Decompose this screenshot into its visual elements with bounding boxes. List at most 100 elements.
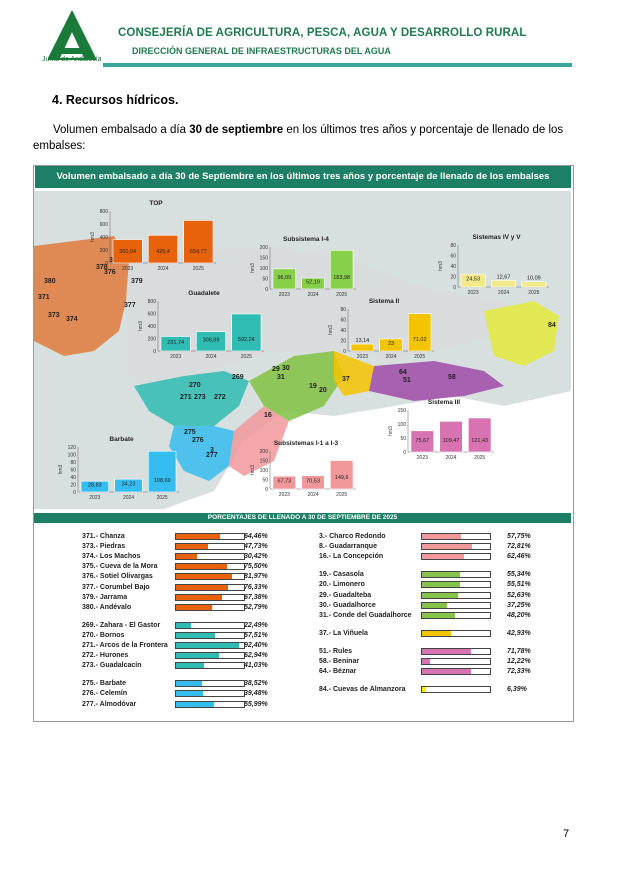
chart-title: TOP [149,200,163,207]
x-tick-label: 2025 [336,292,347,298]
percentages-header: PORCENTAJES DE LLENADO A 30 DE SEPTIEMBR… [34,513,571,523]
bar-value-label: 24,53 [466,277,480,283]
reservoir-name: 19.- Casasola [319,571,364,579]
chart-bar [491,280,516,288]
fill-bar [175,631,245,639]
y-tick-label: 0 [403,450,406,456]
y-tick-label: 40 [70,475,76,481]
map-reservoir-label: 19 [309,383,317,390]
map-reservoir-label: 3 [210,447,214,454]
bar-value-label: 183,98 [333,275,350,281]
reservoir-fill-row: 51.- Rules 71,78% [34,647,571,657]
basin-barbate [169,426,234,481]
map-reservoir-label: 29 [272,366,280,373]
bar-value-label: 425,4 [156,249,170,255]
map-reservoir-label: 272 [214,394,226,401]
chart-ylabel: hm3 [328,325,334,335]
x-tick-label: 2024 [445,455,456,461]
fill-bar-level [176,701,215,707]
bar-value-label: 308,89 [203,337,220,343]
chart-bar [330,250,354,290]
map-reservoir-label: 84 [548,322,556,329]
chart-bar [160,336,191,352]
x-tick-label: 2023 [89,495,100,501]
map-reservoir-label: 371 [38,294,50,301]
y-tick-label: 0 [265,287,268,293]
y-tick-label: 150 [260,256,269,262]
y-tick-label: 60 [70,468,76,474]
bar-value-label: 34,23 [122,482,136,488]
reservoir-name: 270.- Bornos [82,631,125,639]
bar-value-label: 67,73 [277,479,291,485]
intro-paragraph: Volumen embalsado a día 30 de septiembre… [33,122,578,154]
fill-percentage: 64,46% [244,533,268,540]
fill-bar [175,690,245,698]
fill-bar [421,553,491,561]
chart-bar [379,338,403,352]
fill-bar-level [176,574,232,580]
fill-percentage: 62,94% [244,652,268,660]
y-tick-label: 20 [70,483,76,489]
reservoir-name: 371.- Chanza [82,533,125,540]
basin-sistema-ii [334,351,374,396]
reservoir-name: 373.- Piedras [82,543,126,551]
fill-percentage: 6,39% [507,686,527,694]
map-reservoir-label: 374 [66,316,78,323]
y-tick-label: 600 [148,312,157,318]
basin-guadalhorce [249,351,344,421]
y-tick-label: 800 [100,209,109,215]
fill-bar [175,652,245,660]
bar-value-label: 10,09 [527,276,541,282]
chart-bar [410,430,434,453]
y-tick-label: 80 [340,307,346,313]
y-tick-label: 150 [260,459,269,465]
bar-value-label: 360,04 [119,249,136,255]
y-tick-label: 60 [450,254,456,260]
x-tick-label: 2024 [307,492,318,498]
y-tick-label: 40 [340,328,346,334]
chart-bar [112,239,143,264]
fill-bar [175,583,245,591]
x-tick-label: 2025 [193,266,204,272]
chart-bar [148,235,178,264]
department-subtitle: DIRECCIÓN GENERAL DE INFRAESTRUCTURAS DE… [132,46,391,56]
chart-bar [80,480,109,493]
bar-value-label: 96,09 [277,275,291,281]
reservoir-fill-row: 269.- Zahara - El Gastor 22,49% [34,621,571,631]
map-reservoir-label: 20 [319,387,327,394]
reservoir-name: 8.- Guadarranque [319,543,377,551]
fill-bar [421,571,491,579]
reservoir-name: 380.- Andévalo [82,603,132,611]
y-tick-label: 60 [340,318,346,324]
reservoir-name: 16.- La Concepción [319,553,384,561]
reservoir-name: 276.- Celemín [82,690,128,698]
chart-ylabel: hm3 [250,465,256,475]
reservoir-fill-row: 272.- Hurones 62,94% [34,651,571,661]
reservoir-fill-row: 376.- Sotiel Olivargas 81,97% [34,572,571,582]
chart-bar [196,331,226,352]
fill-percentage: 67,38% [244,593,268,601]
fill-bar [421,581,491,589]
reservoir-fill-row: 270.- Bornos 57,51% [34,631,571,641]
bar-value-label: 108,69 [154,478,171,484]
y-tick-label: 120 [68,445,77,451]
chart-bar [183,220,214,264]
map-reservoir-label: 377 [124,302,136,309]
reservoir-volume-chart: Guadalete hm3 0 200 400 600 800 231,74 2023 308,8… [138,290,264,360]
y-tick-label: 200 [260,245,269,251]
reservoir-fill-row: 375.- Cueva de la Mora 75,50% [34,562,571,572]
chart-bar [301,277,325,290]
reservoir-fill-row: 377.- Corumbel Bajo 76,33% [34,583,571,593]
y-tick-label: 0 [265,487,268,493]
fill-percentage: 92,40% [244,642,268,649]
fill-bar [421,629,491,637]
fill-percentage: 38,52% [244,680,268,688]
reservoir-volume-chart: Subsistemas I-1 a I-3 hm3 0 50 100 150 200 67,7… [250,440,356,498]
fill-bar-level [422,544,472,550]
y-tick-label: 50 [400,436,406,442]
map-reservoir-label: 277 [206,452,218,459]
chart-bar [272,268,296,290]
department-title: CONSEJERÍA DE AGRICULTURA, PESCA, AGUA Y… [118,27,527,39]
reservoir-name: 30.- Guadalhorce [319,601,376,609]
bar-value-label: 13,14 [355,338,369,344]
